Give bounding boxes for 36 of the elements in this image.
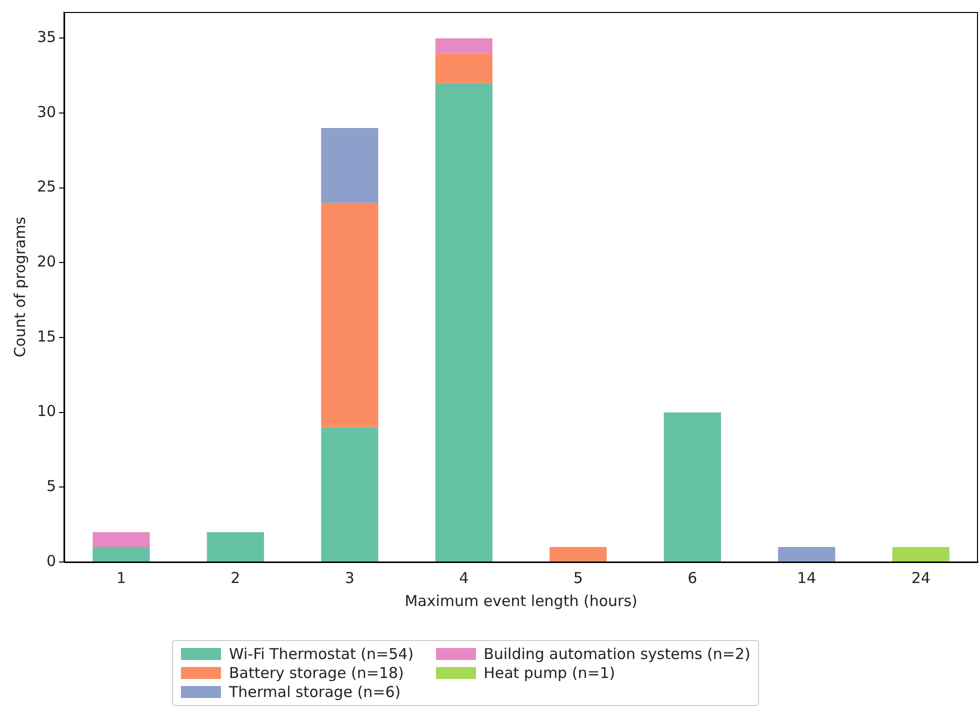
x-axis-title: Maximum event length (hours) <box>404 592 638 610</box>
bar <box>321 427 378 562</box>
bar <box>92 532 150 548</box>
x-tick-label: 1 <box>116 568 126 587</box>
y-axis-title: Count of programs <box>10 216 29 358</box>
legend-label: Battery storage (n=18) <box>229 664 404 682</box>
legend-label: Building automation systems (n=2) <box>484 645 750 663</box>
legend-label: Heat pump (n=1) <box>484 664 616 682</box>
bar <box>435 38 492 54</box>
bar <box>321 202 378 428</box>
x-tick-label: 5 <box>573 568 583 587</box>
x-tick-label: 14 <box>797 568 816 587</box>
bar <box>550 547 607 562</box>
bar <box>321 128 378 203</box>
x-tick-label: 6 <box>688 568 698 587</box>
bar <box>778 547 836 562</box>
y-tick-label: 35 <box>36 28 56 46</box>
y-tick-label: 25 <box>36 178 56 196</box>
y-tick-label: 10 <box>36 402 56 420</box>
legend-label: Wi-Fi Thermostat (n=54) <box>229 645 414 663</box>
bar <box>92 547 150 562</box>
bar <box>435 83 492 562</box>
y-tick-label: 30 <box>36 102 56 121</box>
y-tick-label: 0 <box>46 552 56 570</box>
x-tick-label: 2 <box>230 568 240 587</box>
bar <box>892 547 950 562</box>
x-tick-label: 4 <box>459 568 469 587</box>
x-tick-label: 24 <box>911 568 930 587</box>
y-tick-label: 20 <box>36 252 56 271</box>
y-tick-label: 5 <box>46 477 56 496</box>
bar <box>435 53 492 84</box>
bar <box>664 412 721 562</box>
y-tick-label: 15 <box>36 327 56 346</box>
legend-label: Thermal storage (n=6) <box>229 683 401 701</box>
bar <box>206 532 264 562</box>
x-tick-label: 3 <box>344 568 354 587</box>
